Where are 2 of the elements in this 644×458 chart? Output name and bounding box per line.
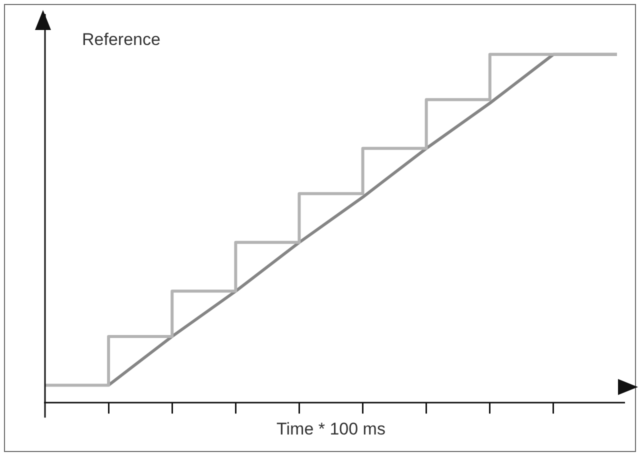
y-axis-title: Reference	[82, 30, 160, 50]
x-axis-title: Time * 100 ms	[276, 419, 386, 438]
